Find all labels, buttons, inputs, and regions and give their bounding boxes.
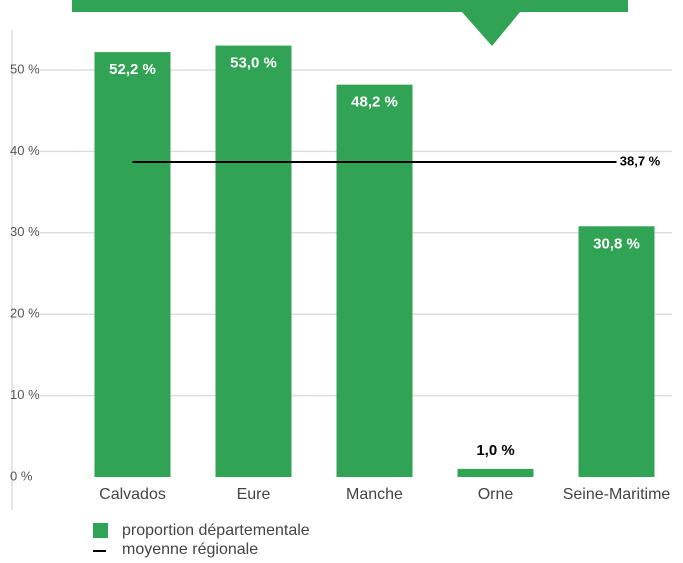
bar — [578, 226, 655, 477]
bar — [215, 45, 292, 478]
y-tick-label: 30 % — [10, 224, 40, 239]
value-label: 1,0 % — [476, 442, 514, 459]
y-tick-label: 20 % — [10, 306, 40, 321]
bar — [457, 468, 534, 477]
value-label: 53,0 % — [230, 55, 277, 72]
bar — [94, 52, 171, 477]
legend-label: moyenne régionale — [122, 541, 258, 558]
y-tick-label: 0 % — [10, 468, 33, 483]
x-tick-label: Seine-Maritime — [563, 486, 671, 503]
legend-swatch — [93, 523, 108, 538]
x-tick-label: Orne — [478, 486, 514, 503]
y-tick-label: 40 % — [10, 143, 40, 158]
banner — [72, 0, 628, 46]
bar — [336, 84, 413, 477]
value-label: 30,8 % — [593, 235, 640, 252]
y-tick-label: 10 % — [10, 387, 40, 402]
value-label: 52,2 % — [109, 61, 156, 78]
legend-label: proportion départementale — [122, 522, 310, 539]
reference-label: 38,7 % — [620, 153, 661, 168]
y-tick-label: 50 % — [10, 61, 40, 76]
x-tick-label: Eure — [237, 486, 271, 503]
value-label: 48,2 % — [351, 94, 398, 111]
x-tick-label: Manche — [346, 486, 403, 503]
x-tick-label: Calvados — [99, 486, 166, 503]
